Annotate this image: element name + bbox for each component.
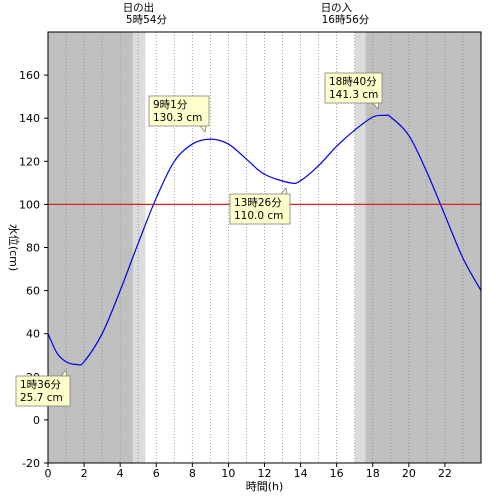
callout-box [229, 193, 291, 225]
callout-time: 1時36分 [20, 379, 62, 391]
y-tick-label: 0 [33, 414, 40, 427]
x-tick-label: 12 [258, 467, 272, 480]
x-tick-label: 14 [294, 467, 308, 480]
sunset-title: 日の入 [321, 2, 353, 14]
tide-level-line [47, 114, 482, 366]
x-tick-label: 22 [438, 467, 452, 480]
x-tick-label: 18 [366, 467, 380, 480]
y-tick-label: 40 [26, 328, 40, 341]
y-tick-label: 140 [19, 112, 40, 125]
callout-time: 18時40分 [329, 76, 377, 88]
x-tick-label: 16 [330, 467, 344, 480]
series-group [47, 114, 482, 366]
x-tick-label: 4 [117, 467, 124, 480]
callout-value: 141.3 cm [329, 89, 378, 101]
y-tick-label: 100 [19, 198, 40, 211]
y-axis-ticks: -20020406080100120140160 [19, 69, 48, 470]
y-tick-label: 80 [26, 242, 40, 255]
y-tick-label: 60 [26, 285, 40, 298]
callout-box [15, 375, 71, 407]
callout-box [148, 95, 210, 127]
x-tick-label: 0 [45, 467, 52, 480]
callout-box [324, 72, 383, 104]
x-axis-label: 時間(h) [246, 480, 284, 493]
callout-value: 110.0 cm [234, 210, 283, 222]
x-tick-label: 10 [221, 467, 235, 480]
callout-value: 25.7 cm [20, 392, 63, 404]
x-tick-label: 6 [153, 467, 160, 480]
sunset-time: 16時56分 [322, 14, 370, 26]
x-tick-label: 2 [81, 467, 88, 480]
callout-time: 9時1分 [153, 99, 188, 111]
y-tick-label: -20 [22, 457, 40, 470]
callout-time: 13時26分 [234, 197, 282, 209]
y-tick-label: 160 [19, 69, 40, 82]
callout-value: 130.3 cm [153, 112, 202, 124]
x-tick-label: 8 [189, 467, 196, 480]
sunset-header: 日の入 16時56分 [321, 2, 370, 26]
y-axis-label: 水位(cm) [7, 224, 21, 271]
sunrise-header: 日の出 5時54分 [123, 1, 168, 26]
y-tick-label: 120 [19, 155, 40, 168]
x-axis-ticks: 0 2 4 6 8 10 12 14 16 18 20 22 [45, 463, 452, 480]
x-tick-label: 20 [402, 467, 416, 480]
sunrise-title: 日の出 [123, 1, 155, 14]
sunrise-time: 5時54分 [126, 14, 168, 26]
